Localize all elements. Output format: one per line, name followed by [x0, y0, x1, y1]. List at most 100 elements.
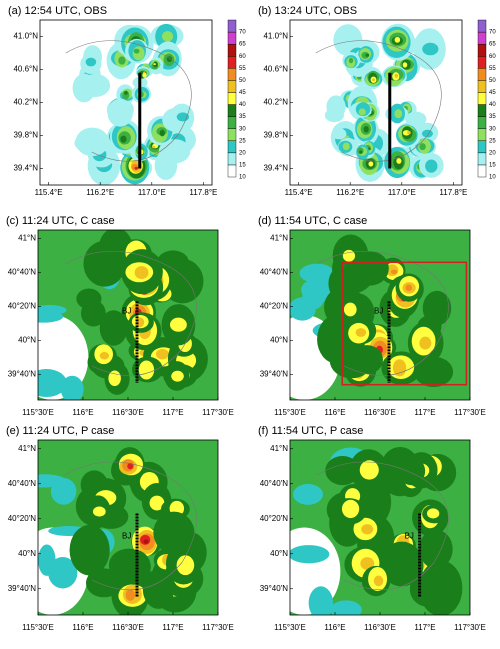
- colorbar-label: 65: [489, 42, 496, 48]
- echo: [99, 352, 110, 360]
- colorbar-label: 15: [239, 163, 246, 169]
- echo: [176, 112, 189, 122]
- colorbar-cell: [477, 104, 487, 117]
- echo: [394, 73, 399, 78]
- y-tick-label: 40°N: [270, 549, 288, 558]
- colorbar-cell: [227, 19, 237, 33]
- colorbar-cell: [227, 43, 237, 57]
- y-tick-label: 40.6°N: [13, 65, 38, 74]
- colorbar-cell: [477, 31, 487, 45]
- bj-label: BJ: [122, 531, 131, 540]
- x-tick-label: 117°E: [414, 408, 435, 417]
- bj-label: BJ: [122, 307, 131, 316]
- echo: [76, 288, 102, 310]
- echo: [419, 529, 453, 569]
- field: [290, 20, 462, 185]
- echo: [361, 524, 374, 535]
- echo: [132, 46, 145, 61]
- y-tick-label: 39°40'N: [8, 584, 37, 593]
- echo: [149, 495, 165, 511]
- field: BJ: [38, 230, 218, 400]
- echo: [343, 302, 357, 317]
- boundary: [316, 251, 449, 376]
- colorbar-label: 20: [239, 150, 246, 156]
- echo: [351, 251, 389, 286]
- x-tick-label: 117.8°E: [439, 188, 467, 197]
- x-tick-label: 116.2°E: [86, 188, 114, 197]
- echo: [153, 63, 156, 66]
- colorbar-cell: [477, 140, 487, 154]
- colorbar-cell: [227, 68, 237, 81]
- echo: [83, 240, 126, 287]
- y-tick-label: 40°40'N: [260, 268, 289, 277]
- x-tick-label: 117.8°E: [189, 188, 217, 197]
- echo: [143, 539, 149, 544]
- y-tick-label: 39.4°N: [263, 164, 288, 173]
- x-tick-label: 117°30'E: [454, 408, 486, 417]
- x-tick-label: 115.4°E: [35, 188, 63, 197]
- echo: [363, 125, 369, 133]
- echo: [419, 336, 432, 350]
- x-tick-label: 117°E: [414, 623, 435, 632]
- echo: [124, 91, 128, 95]
- echo: [359, 150, 363, 154]
- colorbar-label: 35: [239, 114, 246, 120]
- colorbar-label: 40: [489, 102, 496, 108]
- x-tick-label: 116°30'E: [112, 623, 144, 632]
- x-tick-label: 117.0°E: [138, 188, 166, 197]
- colorbar-cell: [227, 128, 237, 141]
- y-tick-label: 39°40'N: [8, 370, 37, 379]
- colorbar-label: 45: [489, 90, 496, 96]
- echo: [402, 62, 408, 68]
- echo: [398, 456, 426, 486]
- echo: [422, 290, 452, 326]
- y-tick-label: 40°40'N: [8, 479, 37, 488]
- colorbar-label: 10: [239, 175, 246, 181]
- colorbar-cell: [227, 164, 237, 178]
- echo: [159, 129, 165, 137]
- light-area: [302, 283, 325, 310]
- boundary: [64, 461, 197, 591]
- echo: [373, 575, 384, 587]
- colorbar-label: 15: [489, 163, 496, 169]
- echo: [392, 359, 407, 377]
- echo: [92, 506, 106, 517]
- boundary: [64, 251, 197, 376]
- echo: [396, 158, 402, 164]
- y-tick-label: 40°N: [18, 336, 36, 345]
- y-tick-label: 40.2°N: [263, 98, 288, 107]
- colorbar-label: 70: [239, 30, 246, 36]
- bj-label: BJ: [374, 307, 383, 316]
- x-tick-label: 116°30'E: [364, 623, 396, 632]
- echo: [407, 130, 411, 135]
- echo: [169, 317, 187, 332]
- echo: [372, 78, 376, 82]
- light-area: [48, 557, 78, 589]
- colorbar-cell: [227, 31, 237, 45]
- x-tick-label: 116°E: [324, 623, 345, 632]
- y-tick-label: 39.8°N: [263, 131, 288, 140]
- x-tick-label: 116.2°E: [336, 188, 364, 197]
- colorbar-cell: [227, 152, 237, 166]
- echo: [72, 73, 96, 103]
- y-tick-label: 40°20'N: [260, 302, 289, 311]
- x-tick-label: 117.0°E: [388, 188, 416, 197]
- echo: [73, 545, 104, 569]
- y-tick-label: 39°40'N: [260, 370, 289, 379]
- y-tick-label: 40°20'N: [8, 514, 37, 523]
- echo: [405, 111, 427, 127]
- colorbar-cell: [227, 116, 237, 129]
- y-tick-label: 40°20'N: [260, 514, 289, 523]
- colorbar-label: 35: [489, 114, 496, 120]
- y-tick-label: 41°N: [270, 444, 288, 453]
- echo: [425, 159, 438, 173]
- echo: [75, 127, 109, 157]
- light-area: [330, 600, 362, 615]
- echo: [394, 36, 401, 43]
- colorbar-cell: [477, 56, 487, 69]
- colorbar-cell: [227, 140, 237, 154]
- y-tick-label: 41.0°N: [13, 32, 38, 41]
- echo: [348, 57, 354, 64]
- echo: [319, 314, 354, 357]
- colorbar-label: 70: [489, 30, 496, 36]
